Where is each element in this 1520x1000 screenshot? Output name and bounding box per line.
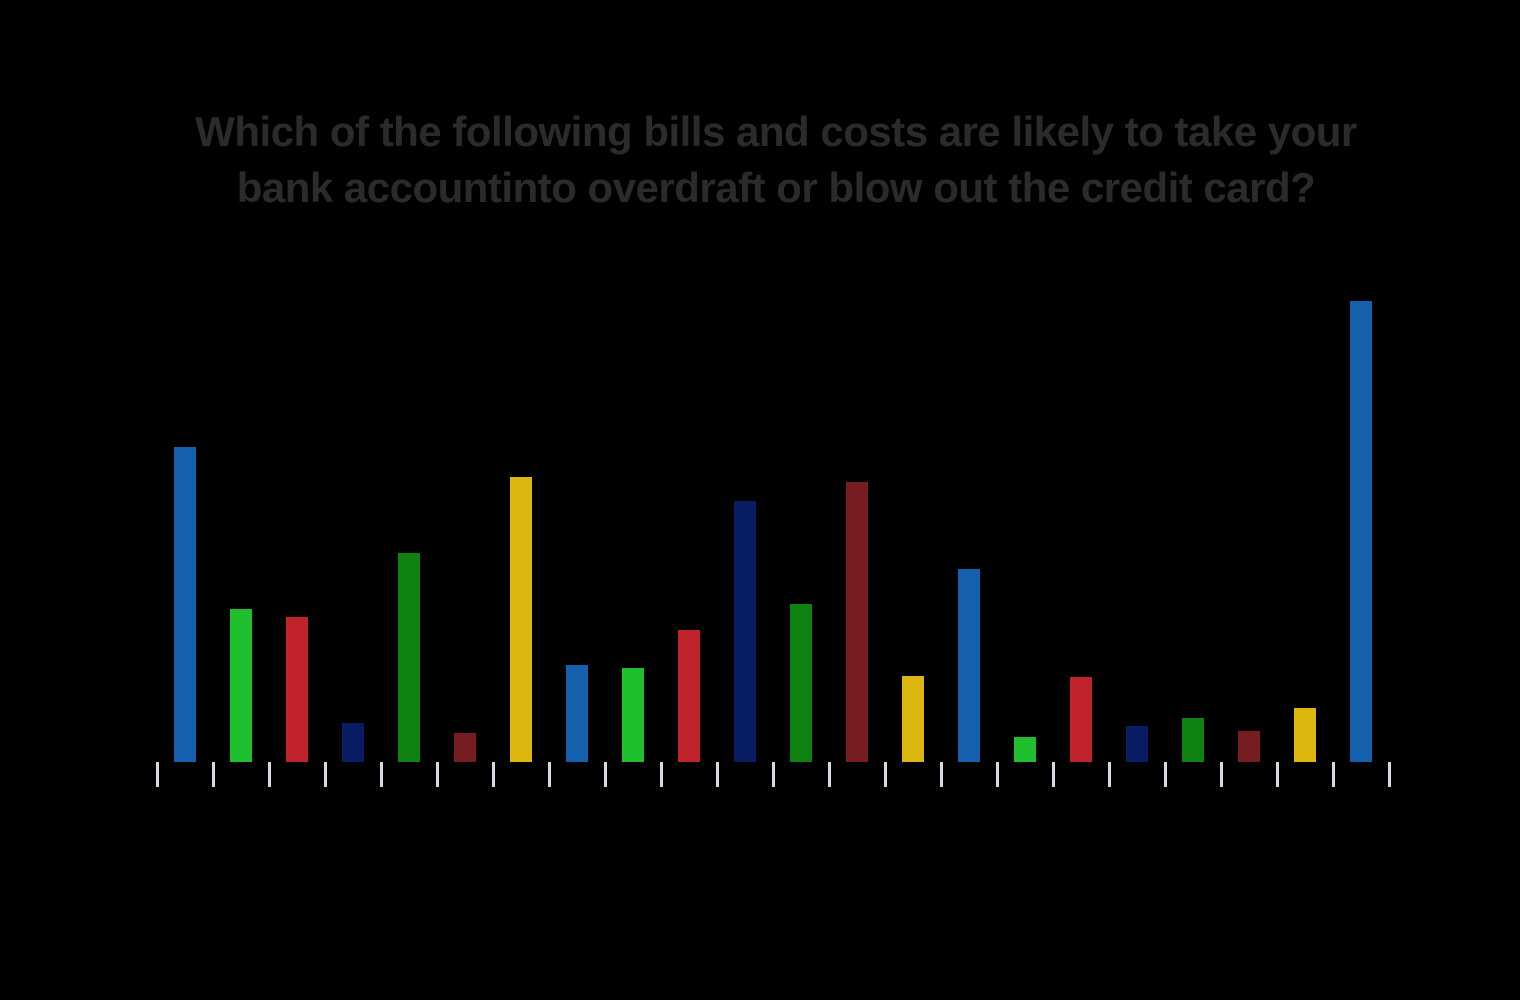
x-axis-tick-17 xyxy=(1051,762,1055,787)
x-axis-tick-1 xyxy=(155,762,159,787)
bar-12 xyxy=(790,604,812,762)
bar-20 xyxy=(1238,731,1260,762)
bar-1 xyxy=(174,447,196,762)
bar-14 xyxy=(902,676,924,762)
x-axis-tick-4 xyxy=(323,762,327,787)
x-axis-tick-10 xyxy=(659,762,663,787)
x-axis-tick-23 xyxy=(1387,762,1391,787)
x-axis-tick-20 xyxy=(1219,762,1223,787)
x-axis-tick-5 xyxy=(379,762,383,787)
x-axis-tick-14 xyxy=(883,762,887,787)
x-axis-tick-15 xyxy=(939,762,943,787)
x-axis-tick-19 xyxy=(1163,762,1167,787)
chart-title-line2: bank accountinto overdraft or blow out t… xyxy=(236,164,1316,211)
bar-22 xyxy=(1350,301,1372,762)
x-axis-tick-22 xyxy=(1331,762,1335,787)
chart-title-line1: Which of the following bills and costs a… xyxy=(195,108,1357,155)
bar-13 xyxy=(846,482,868,762)
bar-18 xyxy=(1126,726,1148,762)
bar-5 xyxy=(398,553,420,762)
x-axis-tick-6 xyxy=(435,762,439,787)
bar-19 xyxy=(1182,718,1204,762)
x-axis-tick-2 xyxy=(211,762,215,787)
x-axis-tick-13 xyxy=(827,762,831,787)
bar-17 xyxy=(1070,677,1092,762)
x-axis-tick-3 xyxy=(267,762,271,787)
x-axis-tick-16 xyxy=(995,762,999,787)
x-axis-tick-21 xyxy=(1275,762,1279,787)
x-axis-tick-11 xyxy=(715,762,719,787)
bar-7 xyxy=(510,477,532,762)
bar-4 xyxy=(342,723,364,762)
bar-21 xyxy=(1294,708,1316,762)
x-axis-tick-8 xyxy=(547,762,551,787)
bar-10 xyxy=(678,630,700,762)
x-axis-tick-9 xyxy=(603,762,607,787)
x-axis-tick-12 xyxy=(771,762,775,787)
chart-title: Which of the following bills and costs a… xyxy=(96,104,1456,216)
bar-6 xyxy=(454,733,476,762)
bar-15 xyxy=(958,569,980,762)
x-axis-tick-7 xyxy=(491,762,495,787)
bar-8 xyxy=(566,665,588,762)
x-axis-tick-18 xyxy=(1107,762,1111,787)
bar-11 xyxy=(734,501,756,762)
bar-2 xyxy=(230,609,252,762)
bar-3 xyxy=(286,617,308,762)
bar-16 xyxy=(1014,737,1036,762)
bar-9 xyxy=(622,668,644,762)
